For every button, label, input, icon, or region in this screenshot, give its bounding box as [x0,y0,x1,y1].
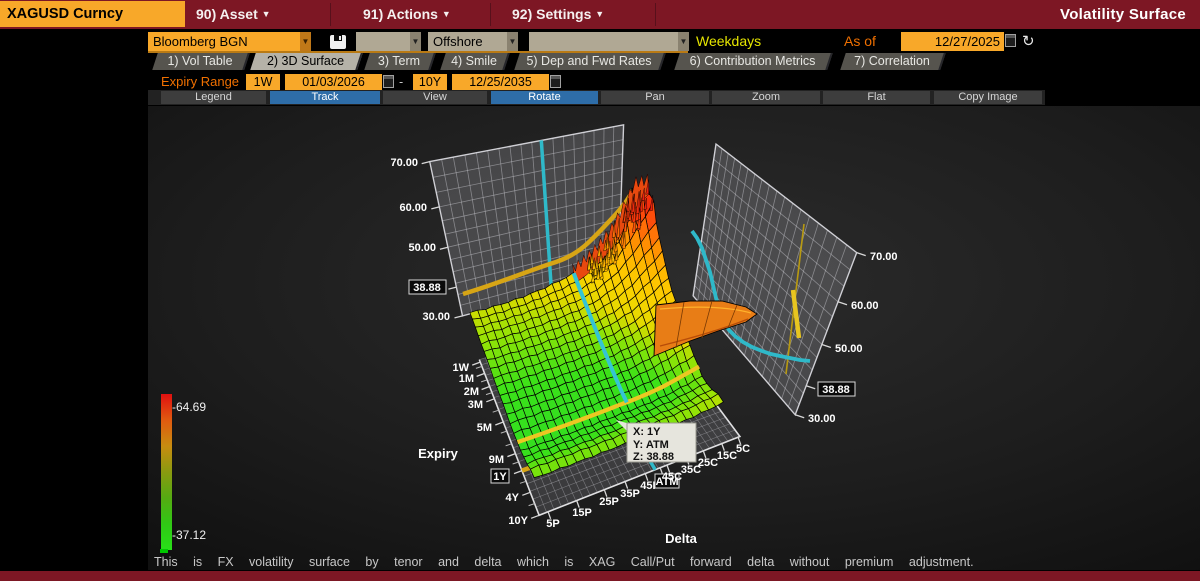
svg-text:Z: 38.88: Z: 38.88 [633,451,674,463]
svg-text:2M: 2M [464,386,479,398]
svg-text:Expiry: Expiry [418,446,459,461]
svg-text:60.00: 60.00 [399,202,427,214]
svg-text:5M: 5M [477,422,492,434]
svg-text:5C: 5C [736,443,750,455]
svg-text:35C: 35C [681,464,701,476]
svg-text:35P: 35P [620,488,640,500]
svg-text:10Y: 10Y [508,515,528,527]
svg-text:25P: 25P [599,496,619,508]
svg-text:3M: 3M [468,399,483,411]
svg-text:45C: 45C [662,471,682,483]
svg-text:15P: 15P [572,507,592,519]
svg-text:50.00: 50.00 [408,242,436,254]
svg-text:ATM: ATM [655,476,678,488]
svg-text:5P: 5P [546,518,559,530]
svg-text:70.00: 70.00 [390,157,418,169]
svg-text:1M: 1M [459,373,474,385]
svg-text:30.00: 30.00 [808,413,836,425]
svg-text:15C: 15C [717,450,737,462]
svg-text:38.88: 38.88 [822,384,850,396]
svg-text:9M: 9M [489,454,504,466]
svg-text:Y: ATM: Y: ATM [633,439,669,451]
svg-text:30.00: 30.00 [422,311,450,323]
svg-text:50.00: 50.00 [835,343,863,355]
svg-text:4Y: 4Y [506,492,520,504]
svg-text:1Y: 1Y [493,471,507,483]
svg-text:Delta: Delta [665,531,698,546]
svg-text:X: 1Y: X: 1Y [633,426,661,438]
svg-text:1W: 1W [453,362,470,374]
svg-text:38.88: 38.88 [413,282,441,294]
svg-text:60.00: 60.00 [851,300,879,312]
svg-text:25C: 25C [698,457,718,469]
svg-text:70.00: 70.00 [870,251,898,263]
